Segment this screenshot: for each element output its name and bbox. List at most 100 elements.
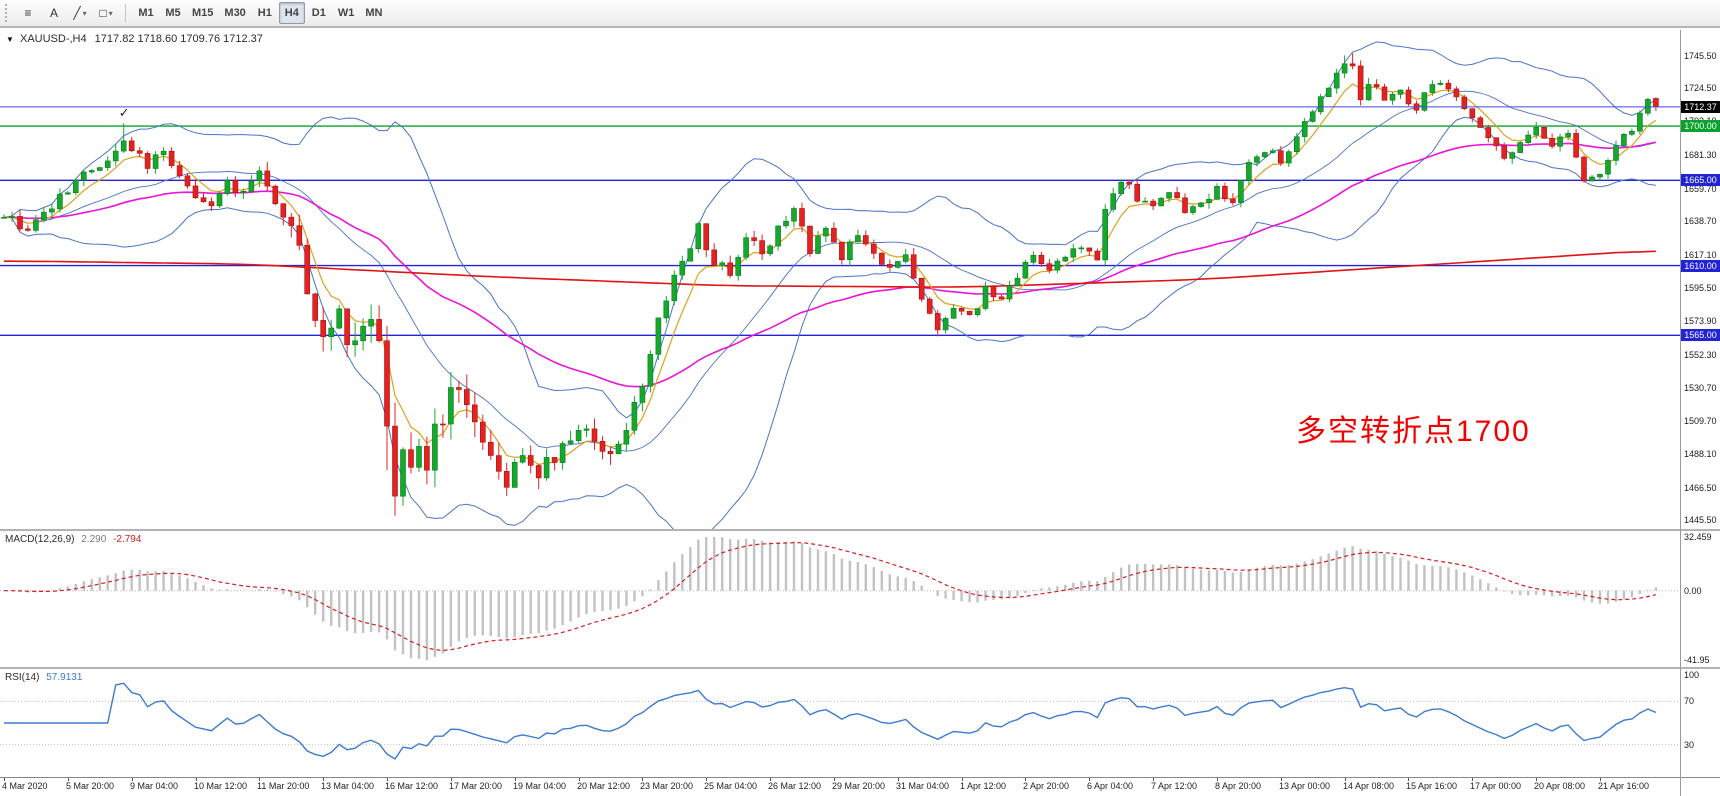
time-axis-label: 20 Apr 08:00 [1534, 781, 1586, 791]
time-axis-label: 2 Apr 20:00 [1023, 781, 1070, 791]
time-axis-label: 31 Mar 04:00 [896, 781, 950, 791]
svg-text:✓: ✓ [119, 105, 130, 120]
price-axis-label: 1552.30 [1684, 350, 1717, 360]
rsi-axis-label: 100 [1684, 670, 1700, 680]
panel-splitter[interactable] [0, 667, 1720, 669]
axis-border-line [1680, 30, 1681, 796]
text-tool-button[interactable]: A [42, 2, 66, 24]
macd-signal-value: -2.794 [113, 534, 142, 545]
time-axis-label: 17 Apr 00:00 [1470, 781, 1522, 791]
time-axis-tick [387, 778, 388, 781]
rsi-axis-label: 30 [1684, 740, 1695, 750]
time-axis-label: 17 Mar 20:00 [449, 781, 503, 791]
time-axis-tick [196, 778, 197, 781]
bid-price-label: 1712.37 [1681, 101, 1720, 113]
time-axis-tick [1408, 778, 1409, 781]
time-axis-tick [259, 778, 260, 781]
time-axis-tick [1600, 778, 1601, 781]
time-axis-tick [770, 778, 771, 781]
time-axis-tick [834, 778, 835, 781]
price-axis-label: 1509.70 [1684, 416, 1717, 426]
timeframe-m15-button[interactable]: M15 [187, 2, 218, 24]
rsi-value: 57.9131 [46, 672, 83, 683]
time-axis-tick [962, 778, 963, 781]
rsi-label: RSI(14) 57.9131 [5, 672, 82, 683]
symbol-timeframe-label: XAUUSD-,H4 [19, 33, 87, 45]
timeframe-d1-button[interactable]: D1 [306, 2, 332, 24]
time-axis-label: 29 Mar 20:00 [832, 781, 886, 791]
time-axis-tick [579, 778, 580, 781]
shapes-tool-button[interactable]: □ ▾ [94, 2, 118, 24]
macd-label: MACD(12,26,9) 2.290 -2.794 [5, 534, 141, 545]
timeframe-m5-button[interactable]: M5 [160, 2, 186, 24]
hline-price-label: 1565.00 [1681, 329, 1720, 341]
rsi-plot[interactable] [0, 669, 1680, 777]
price-axis-label: 1659.70 [1684, 184, 1717, 194]
price-axis-label: 1638.70 [1684, 216, 1717, 226]
time-axis-tick [515, 778, 516, 781]
time-axis-label: 11 Mar 20:00 [257, 781, 310, 791]
timeframe-h4-button[interactable]: H4 [278, 2, 305, 24]
time-axis-tick [1472, 778, 1473, 781]
macd-plot[interactable] [0, 531, 1680, 667]
toolbar-separator [125, 4, 126, 22]
price-axis-label: 1530.70 [1684, 383, 1717, 393]
price-axis-label: 1745.50 [1684, 51, 1717, 61]
trendline-tool-button[interactable]: ╱ ▾ [68, 2, 92, 24]
timeframe-w1-button[interactable]: W1 [333, 2, 360, 24]
time-axis-tick [451, 778, 452, 781]
time-axis-tick [1281, 778, 1282, 781]
price-axis-label: 1681.30 [1684, 150, 1717, 160]
time-axis-label: 6 Apr 04:00 [1087, 781, 1134, 791]
rsi-axis-label: 70 [1684, 696, 1695, 706]
time-axis-label: 20 Mar 12:00 [577, 781, 631, 791]
timeframes-group: M1 M5 M15 M30 H1 H4 D1 W1 MN [133, 2, 387, 24]
rsi-name: RSI(14) [5, 672, 40, 683]
time-axis-label: 5 Mar 20:00 [66, 781, 115, 791]
price-axis-label: 1445.50 [1684, 515, 1717, 525]
toolbar: ≡ A ╱ ▾ □ ▾ M1 M5 M15 M30 H1 H4 D1 W1 MN [0, 0, 1720, 28]
time-axis-label: 19 Mar 04:00 [513, 781, 567, 791]
time-axis-tick [1536, 778, 1537, 781]
objects-list-tool-button[interactable]: ≡ [16, 2, 40, 24]
time-axis-label: 13 Apr 00:00 [1279, 781, 1331, 791]
time-axis-tick [1089, 778, 1090, 781]
timeframe-m30-button[interactable]: M30 [219, 2, 250, 24]
time-axis-label: 23 Mar 20:00 [640, 781, 694, 791]
time-axis-tick [642, 778, 643, 781]
price-axis-label: 1573.90 [1684, 316, 1717, 326]
time-axis-tick [68, 778, 69, 781]
time-axis-tick [1153, 778, 1154, 781]
price-axis-label: 1466.50 [1684, 483, 1717, 493]
panel-splitter[interactable] [0, 529, 1720, 531]
time-axis-label: 16 Mar 12:00 [385, 781, 439, 791]
time-axis-label: 8 Apr 20:00 [1215, 781, 1262, 791]
time-axis-label: 13 Mar 04:00 [321, 781, 375, 791]
time-axis-tick [132, 778, 133, 781]
macd-axis-label: 32.459 [1684, 532, 1712, 542]
time-axis[interactable] [0, 777, 1720, 796]
time-axis-label: 14 Apr 08:00 [1343, 781, 1395, 791]
time-axis-label: 26 Mar 12:00 [768, 781, 822, 791]
chart-annotation-text: 多空转折点1700 [1296, 415, 1531, 448]
hline-price-label: 1700.00 [1681, 120, 1720, 132]
price-axis-label: 1488.10 [1684, 449, 1717, 459]
timeframe-m1-button[interactable]: M1 [133, 2, 159, 24]
main-chart-plot[interactable]: ✓ [0, 30, 1680, 529]
collapse-ohlc-icon[interactable]: ▼ [6, 35, 14, 44]
ohlc-values: 1717.82 1718.60 1709.76 1712.37 [94, 33, 263, 45]
time-axis-tick [1025, 778, 1026, 781]
time-axis-label: 25 Mar 04:00 [704, 781, 758, 791]
hline-price-label: 1610.00 [1681, 260, 1720, 272]
time-axis-label: 4 Mar 2020 [2, 781, 48, 791]
time-axis-tick [323, 778, 324, 781]
price-axis-label: 1595.50 [1684, 283, 1717, 293]
toolbar-grip[interactable] [5, 4, 10, 22]
hline-price-label: 1665.00 [1681, 174, 1720, 186]
timeframe-mn-button[interactable]: MN [360, 2, 387, 24]
time-axis-label: 1 Apr 12:00 [960, 781, 1007, 791]
time-axis-tick [1217, 778, 1218, 781]
time-axis-label: 10 Mar 12:00 [194, 781, 248, 791]
timeframe-h1-button[interactable]: H1 [252, 2, 278, 24]
